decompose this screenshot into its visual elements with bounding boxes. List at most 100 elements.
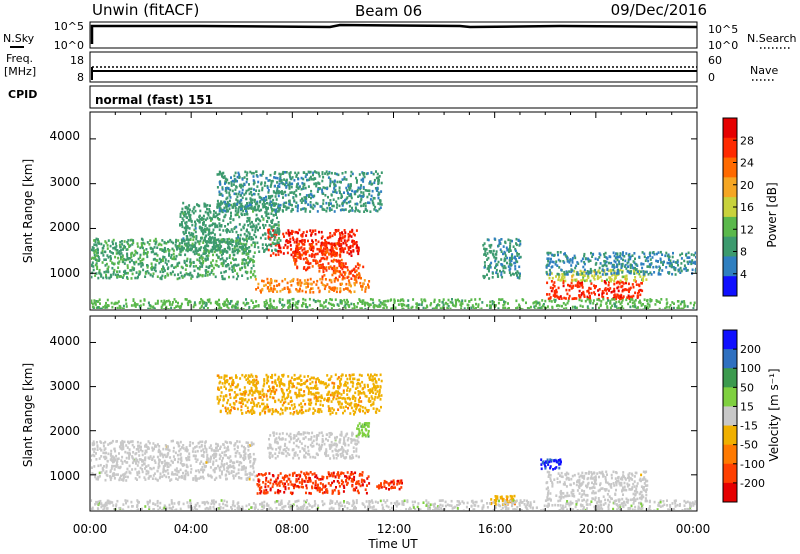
xtick-0000: 00:00 bbox=[73, 522, 108, 536]
velocity-ytick-3000: 3000 bbox=[49, 379, 80, 393]
power-region-0 bbox=[267, 228, 360, 258]
power-colorbar-tick: 16 bbox=[740, 201, 754, 214]
power-colorbar-tick: 4 bbox=[740, 268, 747, 281]
noise-right-tick-bottom: 10^0 bbox=[708, 39, 738, 52]
colorbar-segment bbox=[723, 406, 737, 427]
power-data-layer bbox=[91, 170, 696, 309]
nave-label: Nave bbox=[750, 64, 778, 77]
velocity-ytick-2000: 2000 bbox=[49, 424, 80, 438]
colorbar-segment bbox=[723, 444, 737, 465]
noise-left-tick-bottom: 10^0 bbox=[54, 39, 84, 52]
velocity-region-4 bbox=[540, 458, 562, 471]
power-region-1 bbox=[292, 242, 344, 272]
freq-left-tick-bottom: 8 bbox=[77, 71, 84, 84]
velocity-colorbar-label: Velocity [m s⁻¹] bbox=[767, 368, 781, 461]
colorbar-segment bbox=[723, 330, 737, 350]
freq-left-tick-top: 18 bbox=[70, 54, 84, 67]
colorbar-segment bbox=[723, 368, 737, 388]
power-region-3 bbox=[317, 262, 365, 281]
colorbar-segment bbox=[723, 349, 737, 369]
power-region-2 bbox=[254, 277, 371, 294]
colorbar-segment bbox=[723, 236, 737, 257]
velocity-region-2 bbox=[91, 439, 257, 482]
colorbar-segment bbox=[723, 197, 737, 218]
colorbar-segment bbox=[723, 276, 737, 297]
velocity-colorbar-tick: 50 bbox=[740, 381, 754, 394]
power-colorbar-tick: 28 bbox=[740, 134, 754, 147]
colorbar-segment bbox=[723, 118, 737, 139]
power-ytick-3000: 3000 bbox=[49, 175, 80, 189]
velocity-colorbar-tick: -15 bbox=[740, 420, 758, 433]
noise-search-label: N.Search bbox=[747, 32, 797, 45]
noise-right-tick-top: 10^5 bbox=[708, 23, 738, 36]
xtick-2000: 20:00 bbox=[579, 522, 614, 536]
power-ytick-4000: 4000 bbox=[49, 129, 80, 143]
power-ytick-2000: 2000 bbox=[49, 220, 80, 234]
velocity-ylabel: Slant Range [km] bbox=[21, 363, 35, 467]
power-region-6 bbox=[91, 237, 257, 281]
power-colorbar-tick: 8 bbox=[740, 246, 747, 259]
station-title: Unwin (fitACF) bbox=[92, 1, 199, 19]
x-axis-label: Time UT bbox=[367, 537, 418, 551]
noise-sky-trace bbox=[90, 23, 698, 44]
colorbar-segment bbox=[723, 216, 737, 238]
power-colorbar: 28 24 20 16 12 8 4 bbox=[722, 117, 754, 297]
freq-label-line1: Freq. bbox=[6, 52, 33, 65]
power-colorbar-tick: 24 bbox=[740, 157, 754, 170]
power-colorbar-tick: 20 bbox=[740, 179, 754, 192]
xtick-1600: 16:00 bbox=[478, 522, 513, 536]
velocity-region-0 bbox=[267, 430, 360, 460]
power-region-8 bbox=[216, 170, 383, 213]
xtick-0800: 08:00 bbox=[275, 522, 310, 536]
freq-right-tick-top: 60 bbox=[708, 54, 722, 67]
colorbar-segment bbox=[723, 425, 737, 446]
colorbar-segment bbox=[723, 157, 737, 178]
freq-right-tick-bottom: 0 bbox=[708, 71, 715, 84]
velocity-region-5 bbox=[355, 422, 371, 438]
velocity-colorbar-tick: -50 bbox=[740, 439, 758, 452]
velocity-colorbar-tick: 100 bbox=[740, 362, 761, 375]
cpid-value: normal (fast) 151 bbox=[95, 93, 213, 107]
date-title: 09/Dec/2016 bbox=[611, 1, 707, 19]
noise-left-tick-top: 10^5 bbox=[54, 20, 84, 33]
velocity-axes bbox=[89, 315, 698, 512]
xtick-1200: 12:00 bbox=[377, 522, 412, 536]
velocity-ytick-4000: 4000 bbox=[49, 334, 80, 348]
velocity-colorbar-tick: 15 bbox=[740, 400, 754, 413]
velocity-region-3 bbox=[545, 470, 649, 502]
velocity-colorbar-tick: -100 bbox=[740, 458, 765, 471]
velocity-data-layer bbox=[91, 373, 696, 510]
power-colorbar-tick: 12 bbox=[740, 223, 754, 236]
colorbar-segment bbox=[723, 137, 737, 159]
velocity-region-6 bbox=[376, 479, 403, 491]
velocity-region-9 bbox=[91, 499, 696, 510]
colorbar-segment bbox=[723, 177, 737, 198]
power-ylabel: Slant Range [km] bbox=[21, 159, 35, 263]
velocity-ytick-1000: 1000 bbox=[49, 469, 80, 483]
power-colorbar-label: Power [dB] bbox=[765, 182, 779, 247]
power-ytick-1000: 1000 bbox=[49, 266, 80, 280]
power-axes bbox=[89, 111, 698, 311]
velocity-colorbar-tick: -200 bbox=[740, 477, 765, 490]
velocity-region-8 bbox=[216, 373, 383, 416]
velocity-colorbar: 200 100 50 15 -15 -50 -100 -200 bbox=[722, 329, 765, 503]
power-region-9 bbox=[91, 297, 696, 309]
velocity-colorbar-tick: 200 bbox=[740, 343, 761, 356]
xtick-0400: 04:00 bbox=[174, 522, 209, 536]
velocity-region-1 bbox=[256, 470, 371, 496]
beam-title: Beam 06 bbox=[355, 2, 422, 20]
xtick-2400: 00:00 bbox=[676, 522, 711, 536]
colorbar-segment bbox=[723, 482, 737, 503]
cpid-label: CPID bbox=[8, 88, 37, 101]
colorbar-segment bbox=[723, 387, 737, 407]
freq-label-line2: [MHz] bbox=[4, 65, 36, 78]
power-panel-frame bbox=[89, 111, 698, 311]
colorbar-segment bbox=[723, 463, 737, 484]
power-region-11 bbox=[545, 250, 696, 276]
power-region-10 bbox=[482, 237, 522, 280]
cpid-panel-frame bbox=[89, 85, 698, 109]
colorbar-segment bbox=[723, 256, 737, 277]
noise-sky-label: N.Sky bbox=[3, 32, 35, 45]
power-region-7 bbox=[178, 201, 282, 254]
